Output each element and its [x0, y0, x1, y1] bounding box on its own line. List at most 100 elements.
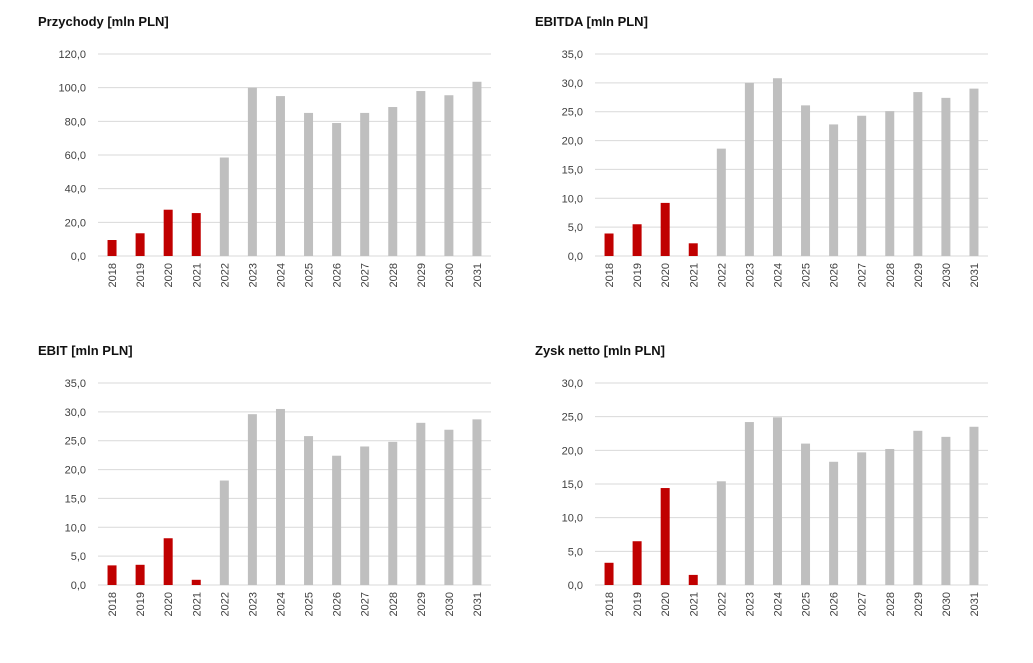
y-tick-label: 30,0	[562, 378, 583, 390]
ebitda-chart: EBITDA [mln PLN] 0,0 5,0 10,0 15,0 20,0 25,0 3…	[535, 14, 1033, 334]
x-tick-label: 2023	[744, 263, 756, 287]
x-tick-label: 2021	[191, 263, 203, 287]
bar-2031	[969, 88, 979, 256]
bar-2023	[744, 422, 754, 585]
bar-2019	[135, 564, 145, 585]
y-tick-label: 20,0	[562, 136, 583, 148]
bar-2021	[688, 574, 698, 585]
bar-2021	[688, 243, 698, 256]
bar-2024	[275, 408, 285, 585]
x-tick-label: 2030	[444, 592, 456, 616]
x-axis: 2018 2019 2020 2021 2022 2023 2024 2025 2026 2027…	[107, 263, 484, 287]
x-tick-label: 2020	[163, 592, 175, 616]
bar-2027	[360, 112, 370, 257]
x-tick-label: 2029	[416, 263, 428, 287]
bar-2025	[304, 112, 314, 257]
x-tick-label: 2027	[360, 263, 372, 287]
x-tick-label: 2025	[304, 592, 316, 616]
y-tick-label: 35,0	[65, 378, 86, 390]
y-tick-label: 5,0	[568, 546, 583, 558]
x-tick-label: 2031	[969, 592, 981, 616]
bars	[604, 417, 979, 585]
y-tick-label: 15,0	[562, 164, 583, 176]
y-tick-label: 0,0	[568, 251, 583, 263]
bar-2028	[388, 441, 398, 585]
bar-2020	[163, 209, 173, 256]
y-tick-label: 10,0	[65, 522, 86, 534]
x-tick-label: 2020	[660, 592, 672, 616]
net-profit-chart: Zysk netto [mln PLN] 0,0 5,0 10,0 15,0 20,0 2…	[535, 343, 1033, 663]
x-tick-label: 2020	[163, 263, 175, 287]
bar-2023	[247, 414, 257, 585]
bar-2026	[332, 455, 342, 585]
bar-2031	[472, 81, 482, 257]
revenue-chart: Przychody [mln PLN] 0,0 20,0 40,0 60,0 80,0 1…	[38, 14, 538, 334]
bar-2029	[913, 430, 923, 585]
y-tick-label: 100,0	[58, 83, 86, 95]
bar-2028	[885, 448, 895, 585]
bar-2030	[444, 95, 454, 256]
x-tick-label: 2031	[472, 263, 484, 287]
x-tick-label: 2029	[913, 263, 925, 287]
gridlines	[595, 53, 988, 257]
y-tick-label: 5,0	[71, 551, 86, 563]
x-tick-label: 2022	[716, 263, 728, 287]
x-tick-label: 2027	[857, 592, 869, 616]
x-axis: 2018 2019 2020 2021 2022 2023 2024 2025 2026 2027…	[604, 263, 981, 287]
x-tick-label: 2026	[332, 263, 344, 287]
x-tick-label: 2019	[632, 592, 644, 616]
y-tick-label: 20,0	[65, 465, 86, 477]
x-tick-label: 2021	[688, 592, 700, 616]
bar-2031	[472, 419, 482, 585]
bar-2026	[332, 123, 342, 257]
x-tick-label: 2019	[632, 263, 644, 287]
x-tick-label: 2019	[135, 592, 147, 616]
bar-2024	[275, 96, 285, 256]
x-tick-label: 2029	[913, 592, 925, 616]
y-axis: 0,0 5,0 10,0 15,0 20,0 25,0 30,0	[562, 378, 583, 592]
x-tick-label: 2021	[688, 263, 700, 287]
bar-2029	[913, 92, 923, 256]
gridlines	[595, 382, 988, 586]
x-tick-label: 2023	[247, 263, 259, 287]
x-tick-label: 2022	[716, 592, 728, 616]
x-tick-label: 2023	[247, 592, 259, 616]
y-tick-label: 20,0	[562, 445, 583, 457]
x-tick-label: 2022	[219, 592, 231, 616]
x-tick-label: 2025	[304, 263, 316, 287]
y-axis: 0,0 20,0 40,0 60,0 80,0 100,0 120,0	[58, 49, 86, 263]
y-tick-label: 35,0	[562, 49, 583, 61]
x-tick-label: 2029	[416, 592, 428, 616]
x-tick-label: 2028	[388, 263, 400, 287]
bars	[604, 78, 979, 257]
y-tick-label: 0,0	[568, 580, 583, 592]
x-tick-label: 2024	[275, 263, 287, 287]
bar-2025	[304, 436, 314, 585]
y-tick-label: 10,0	[562, 193, 583, 205]
y-tick-label: 15,0	[65, 493, 86, 505]
bar-2021	[191, 579, 201, 585]
bars	[107, 81, 482, 257]
bar-2028	[388, 107, 398, 257]
y-tick-label: 20,0	[65, 217, 86, 229]
bar-2018	[107, 565, 117, 585]
bar-2030	[444, 429, 454, 585]
bar-2022	[716, 481, 726, 585]
x-tick-label: 2026	[829, 592, 841, 616]
bar-2026	[829, 124, 839, 256]
y-tick-label: 40,0	[65, 184, 86, 196]
x-tick-label: 2023	[744, 592, 756, 616]
chart-title: EBITDA [mln PLN]	[535, 14, 648, 29]
gridlines	[98, 382, 491, 586]
bars	[107, 408, 482, 585]
bar-2019	[632, 224, 642, 256]
x-tick-label: 2025	[801, 592, 813, 616]
ebit-chart: EBIT [mln PLN] 0,0 5,0 10,0 15,0 20,0 25,0 30,…	[38, 343, 538, 663]
x-tick-label: 2024	[275, 592, 287, 616]
x-tick-label: 2028	[388, 592, 400, 616]
x-tick-label: 2021	[191, 592, 203, 616]
chart-title: Zysk netto [mln PLN]	[535, 343, 666, 358]
bar-2031	[969, 426, 979, 585]
y-tick-label: 60,0	[65, 150, 86, 162]
